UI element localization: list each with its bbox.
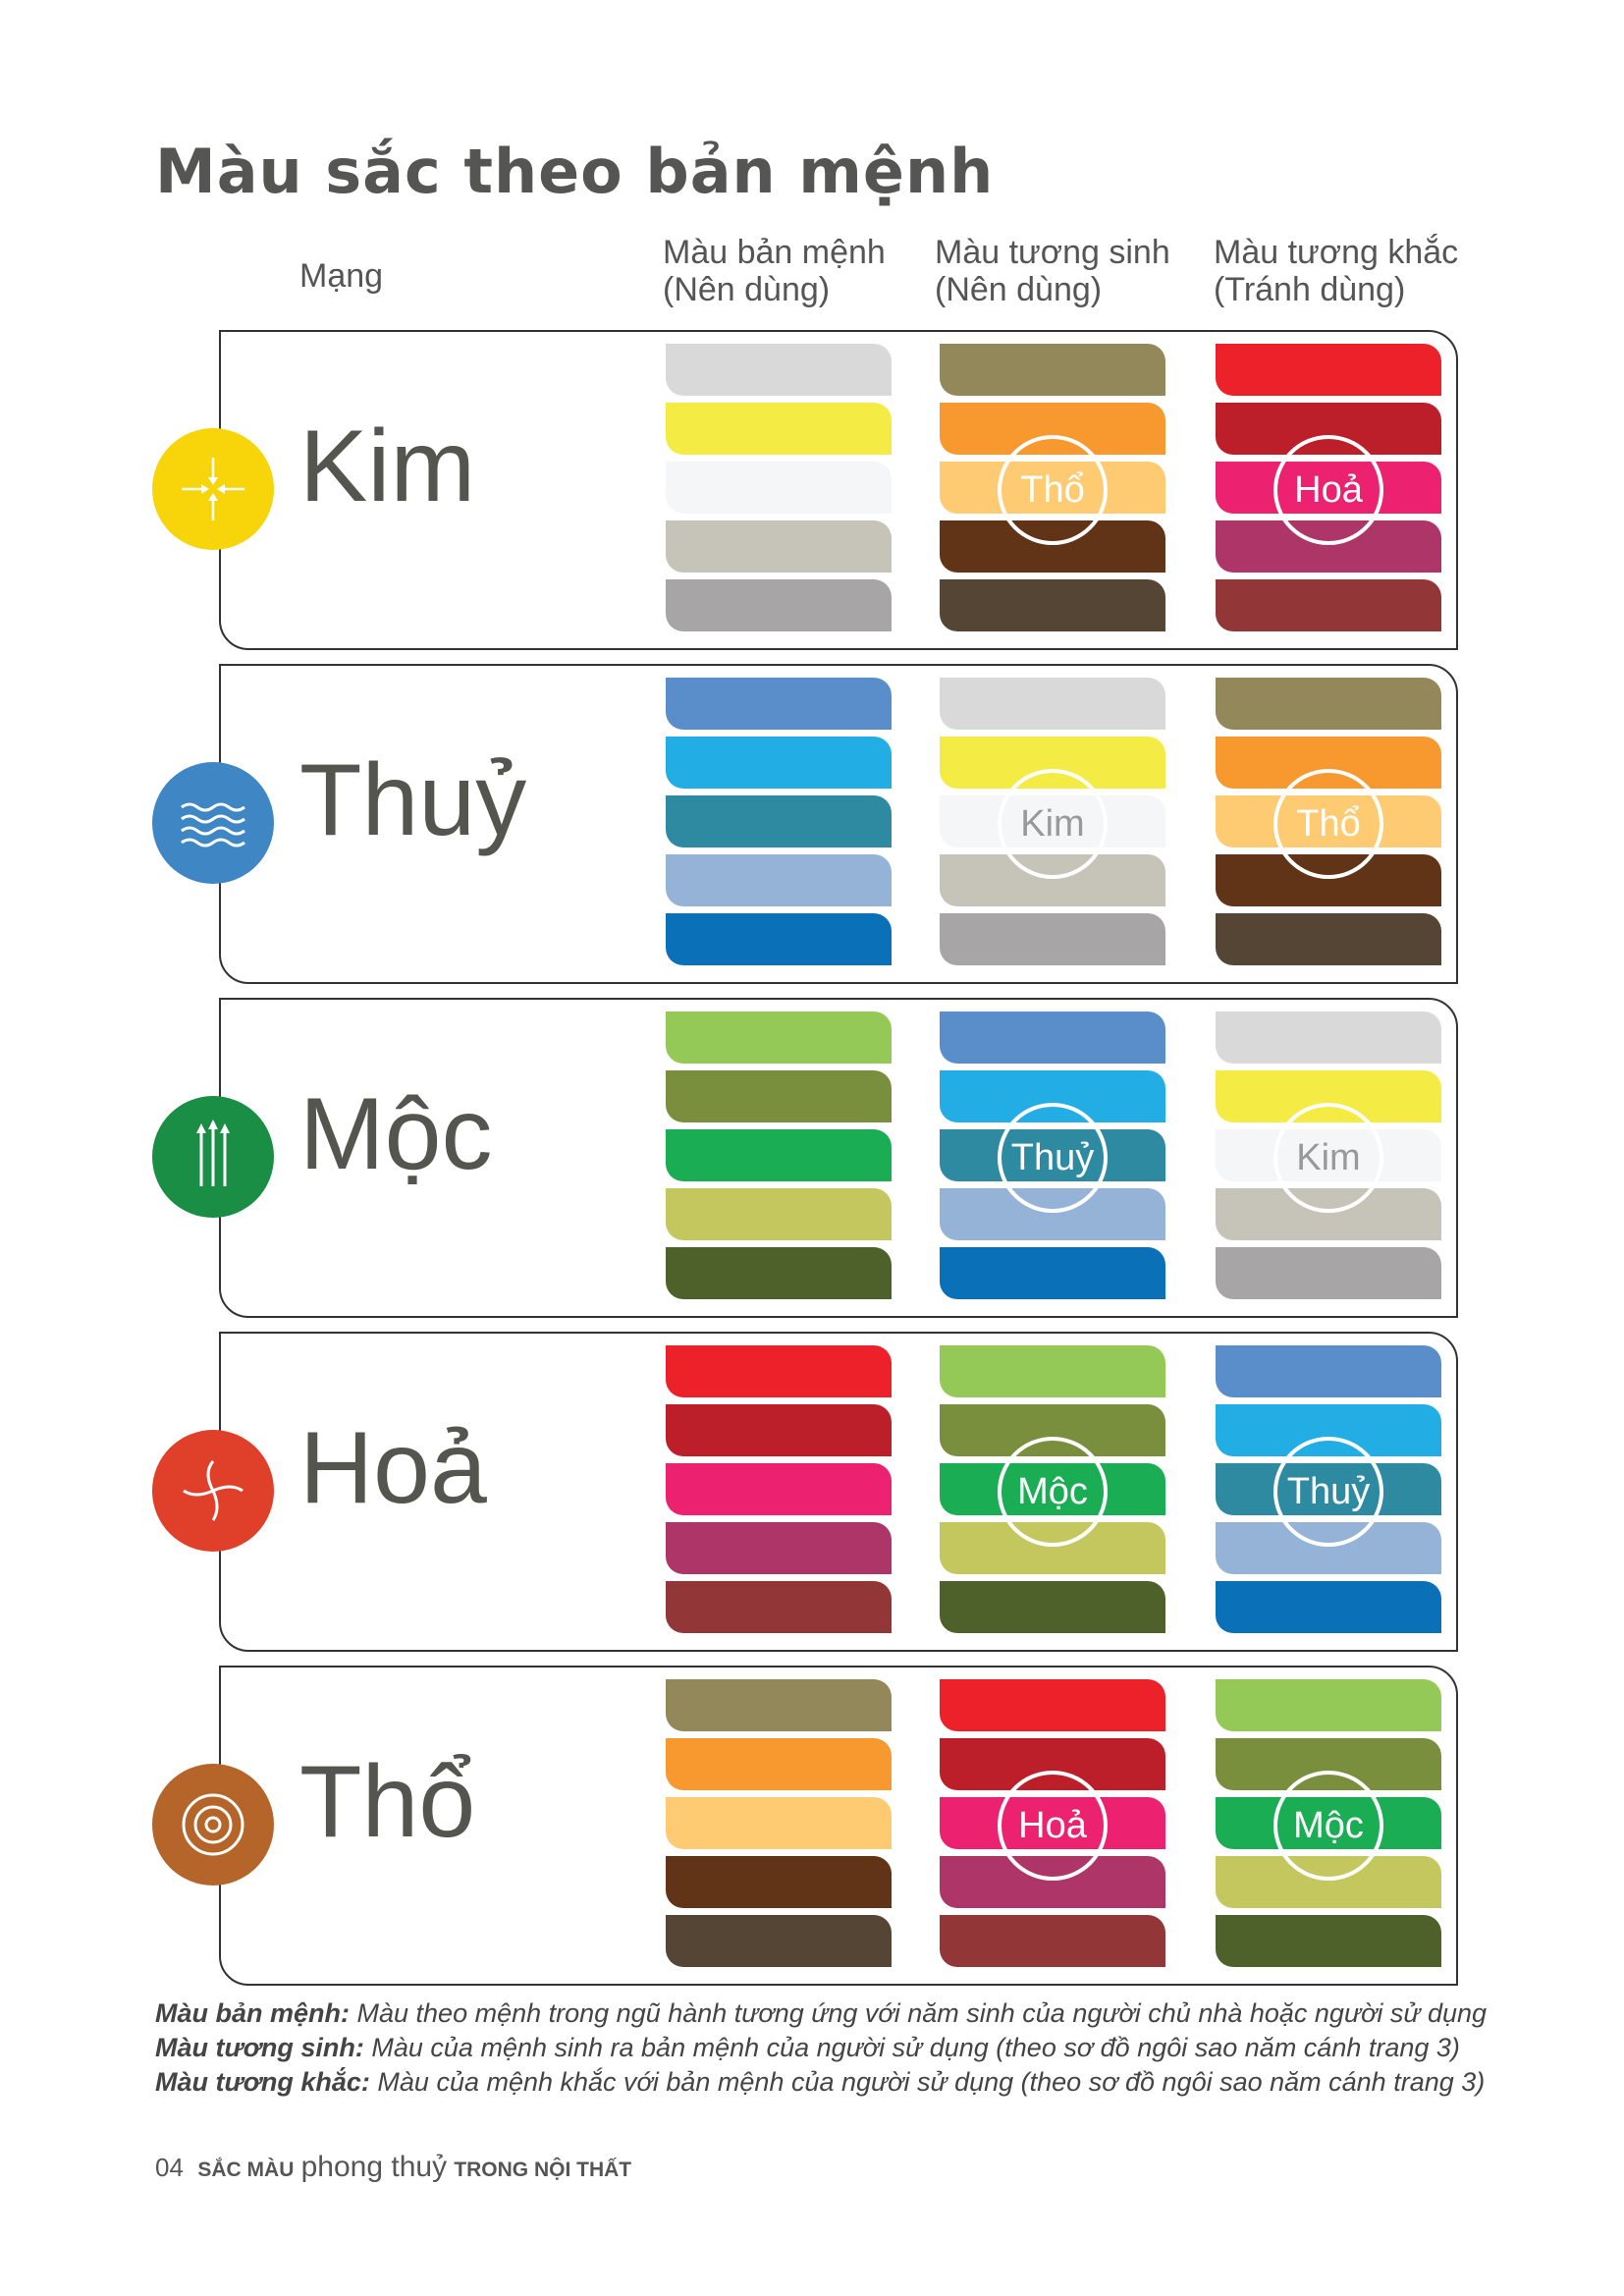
color-swatch — [666, 1738, 892, 1790]
header-line: (Nên dùng) — [935, 271, 1103, 308]
color-swatch — [1216, 1345, 1441, 1397]
footer-text: SẮC MÀU — [197, 2159, 295, 2181]
element-name: Thổ — [299, 1745, 476, 1859]
color-swatch — [1216, 1915, 1441, 1967]
footer: 04 SẮC MÀU phong thuỷ TRONG NỘI THẤT — [155, 2151, 631, 2184]
color-swatch — [666, 1797, 892, 1849]
waves-icon — [152, 762, 274, 884]
color-swatch — [1216, 579, 1441, 631]
header-line: (Nên dùng) — [663, 271, 831, 308]
header-mang: Mạng — [299, 257, 384, 295]
page-title: Màu sắc theo bản mệnh — [155, 136, 995, 207]
element-ring-label: Mộc — [1273, 1771, 1383, 1881]
page-number: 04 — [155, 2153, 184, 2182]
note-line: Màu bản mệnh: Màu theo mệnh trong ngũ hà… — [155, 1996, 1487, 2031]
note-term: Màu bản mệnh: — [155, 1998, 351, 2028]
color-swatch — [666, 1522, 892, 1574]
color-swatch — [1216, 1581, 1441, 1633]
header-line: (Tránh dùng) — [1214, 271, 1406, 308]
spiral-arrows-icon — [152, 1430, 274, 1552]
note-line: Màu tương khắc: Màu của mệnh khắc với bả… — [155, 2065, 1487, 2100]
color-swatch — [940, 344, 1165, 396]
color-swatch — [666, 520, 892, 573]
element-ring-label: Thuỷ — [998, 1103, 1108, 1213]
color-swatch — [1216, 913, 1441, 965]
color-swatch — [666, 678, 892, 730]
header-tuong-khac: Màu tương khắc (Tránh dùng) — [1214, 234, 1458, 308]
color-swatch — [666, 1679, 892, 1731]
color-swatch — [940, 913, 1165, 965]
header-line: Màu tương sinh — [935, 234, 1170, 271]
element-ring-label: Thuỷ — [1273, 1437, 1383, 1547]
element-ring-label: Hoả — [1273, 435, 1383, 545]
color-swatch — [666, 1856, 892, 1908]
color-swatch — [666, 579, 892, 631]
note-text: Màu của mệnh sinh ra bản mệnh của người … — [363, 2033, 1460, 2062]
header-tuong-sinh: Màu tương sinh (Nên dùng) — [935, 234, 1170, 308]
color-swatch — [666, 1345, 892, 1397]
color-swatch — [940, 579, 1165, 631]
header-ban-menh: Màu bản mệnh (Nên dùng) — [663, 234, 886, 308]
color-swatch — [666, 344, 892, 396]
upward-arrows-icon — [152, 1096, 274, 1218]
footer-text: phong thuỷ — [300, 2151, 448, 2183]
element-ring-label: Mộc — [998, 1437, 1108, 1547]
color-swatch — [666, 1070, 892, 1122]
color-swatch — [666, 1129, 892, 1181]
color-swatch — [666, 913, 892, 965]
color-swatch — [1216, 678, 1441, 730]
footer-text: TRONG NỘI THẤT — [454, 2159, 632, 2181]
note-text: Màu của mệnh khắc với bản mệnh của người… — [369, 2067, 1486, 2097]
color-swatch — [666, 1011, 892, 1064]
color-swatch — [940, 1247, 1165, 1299]
color-swatch — [666, 1581, 892, 1633]
color-swatch — [1216, 1247, 1441, 1299]
color-swatch — [666, 795, 892, 847]
element-ring-label: Kim — [1273, 1103, 1383, 1213]
color-swatch — [666, 1247, 892, 1299]
color-swatch — [1216, 1679, 1441, 1731]
header-line: Màu bản mệnh — [663, 234, 886, 271]
element-ring-label: Thổ — [998, 435, 1108, 545]
color-swatch — [666, 737, 892, 789]
element-name: Thuỷ — [299, 743, 527, 857]
color-swatch — [1216, 1011, 1441, 1064]
color-swatch — [1216, 344, 1441, 396]
header-line: Màu tương khắc — [1214, 234, 1459, 271]
color-swatch — [666, 403, 892, 455]
element-ring-label: Kim — [998, 769, 1108, 879]
element-name: Kim — [299, 410, 476, 523]
color-swatch — [940, 1345, 1165, 1397]
color-swatch — [940, 1679, 1165, 1731]
note-text: Màu theo mệnh trong ngũ hành tương ứng v… — [350, 1998, 1488, 2028]
color-swatch — [666, 854, 892, 906]
converging-arrows-icon — [152, 428, 274, 550]
color-swatch — [940, 1011, 1165, 1064]
note-line: Màu tương sinh: Màu của mệnh sinh ra bản… — [155, 2031, 1487, 2065]
color-swatch — [666, 1188, 892, 1240]
color-swatch — [940, 1581, 1165, 1633]
note-term: Màu tương sinh: — [155, 2033, 364, 2062]
color-swatch — [666, 1463, 892, 1515]
notes: Màu bản mệnh: Màu theo mệnh trong ngũ hà… — [155, 1996, 1487, 2100]
color-swatch — [666, 462, 892, 514]
color-swatch — [666, 1915, 892, 1967]
note-term: Màu tương khắc: — [155, 2067, 370, 2097]
element-name: Mộc — [299, 1077, 493, 1191]
element-name: Hoả — [299, 1411, 487, 1525]
circular-arrows-icon — [152, 1764, 274, 1886]
color-swatch — [666, 1404, 892, 1456]
element-ring-label: Thổ — [1273, 769, 1383, 879]
element-ring-label: Hoả — [998, 1771, 1108, 1881]
color-swatch — [940, 678, 1165, 730]
color-swatch — [940, 1915, 1165, 1967]
